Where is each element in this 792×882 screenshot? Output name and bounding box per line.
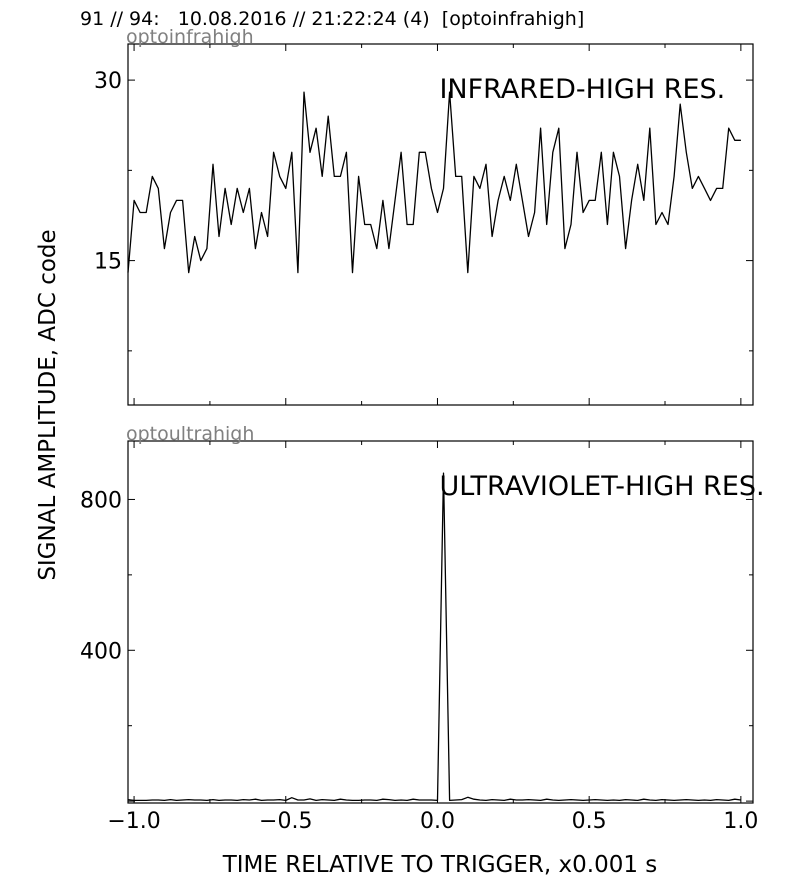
xtick-label: 1.0 (723, 809, 758, 834)
xtick-label: 0.5 (572, 809, 607, 834)
panel-1-series-line (127, 91, 741, 274)
xtick-label: 0.0 (420, 809, 455, 834)
xtick-label: −1.0 (107, 809, 160, 834)
panel-1-frame (127, 43, 754, 406)
panel-2-channel-label: optoultrahigh (126, 423, 254, 445)
panel-2-series-line (127, 472, 741, 802)
figure-header-title: 91 // 94: 10.08.2016 // 21:22:24 (4) [op… (80, 8, 585, 30)
panel-2-ytick-label: 400 (80, 639, 122, 664)
panel-2-annotation: ULTRAVIOLET-HIGH RES. (439, 471, 764, 502)
panel-1-ytick-label: 15 (94, 250, 122, 275)
x-axis-label: TIME RELATIVE TO TRIGGER, x0.001 s (222, 852, 658, 878)
panel-1-annotation: INFRARED-HIGH RES. (439, 74, 725, 105)
panel-1-ytick-label: 30 (94, 69, 122, 94)
y-axis-label: SIGNAL AMPLITUDE, ADC code (35, 229, 61, 580)
panel-1-channel-label: optoinfrahigh (126, 26, 254, 48)
xtick-label: −0.5 (259, 809, 312, 834)
panel-2-ytick-label: 800 (80, 488, 122, 513)
panel-2-frame (127, 440, 754, 804)
